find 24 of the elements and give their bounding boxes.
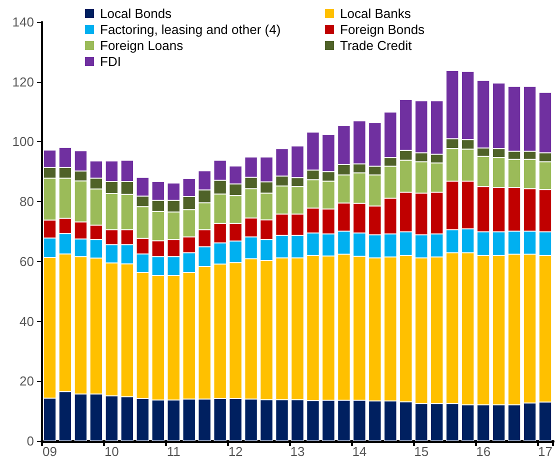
- legend-label: Local Banks: [340, 6, 412, 21]
- y-tick-label: 140: [12, 14, 34, 30]
- y-tick-label: 80: [20, 194, 34, 210]
- y-tick-label: 120: [12, 74, 34, 90]
- legend-label: Trade Credit: [340, 38, 412, 53]
- y-tick-label: 0: [26, 434, 34, 448]
- legend-label: Foreign Bonds: [340, 22, 426, 37]
- x-tick-label: 11: [166, 444, 180, 459]
- legend-label: FDI: [100, 54, 121, 69]
- y-tick-label: 40: [20, 314, 34, 329]
- x-tick-label: 10: [104, 444, 119, 459]
- legend-label: Local Bonds: [100, 6, 172, 21]
- legend-label: Foreign Loans: [100, 38, 184, 53]
- x-tick-label: 09: [42, 444, 57, 459]
- x-tick-label: 15: [414, 444, 429, 459]
- x-tick-label: 16: [476, 444, 491, 459]
- y-tick-label: 60: [20, 254, 34, 269]
- x-tick-label: 12: [228, 444, 243, 459]
- y-tick-label: 100: [12, 134, 34, 150]
- legend-label: Factoring, leasing and other (4): [100, 22, 281, 37]
- x-tick-label: 14: [352, 444, 367, 459]
- x-tick-label: 13: [290, 444, 305, 459]
- y-tick-label: 20: [20, 374, 34, 389]
- x-tick-label: 17: [538, 444, 552, 459]
